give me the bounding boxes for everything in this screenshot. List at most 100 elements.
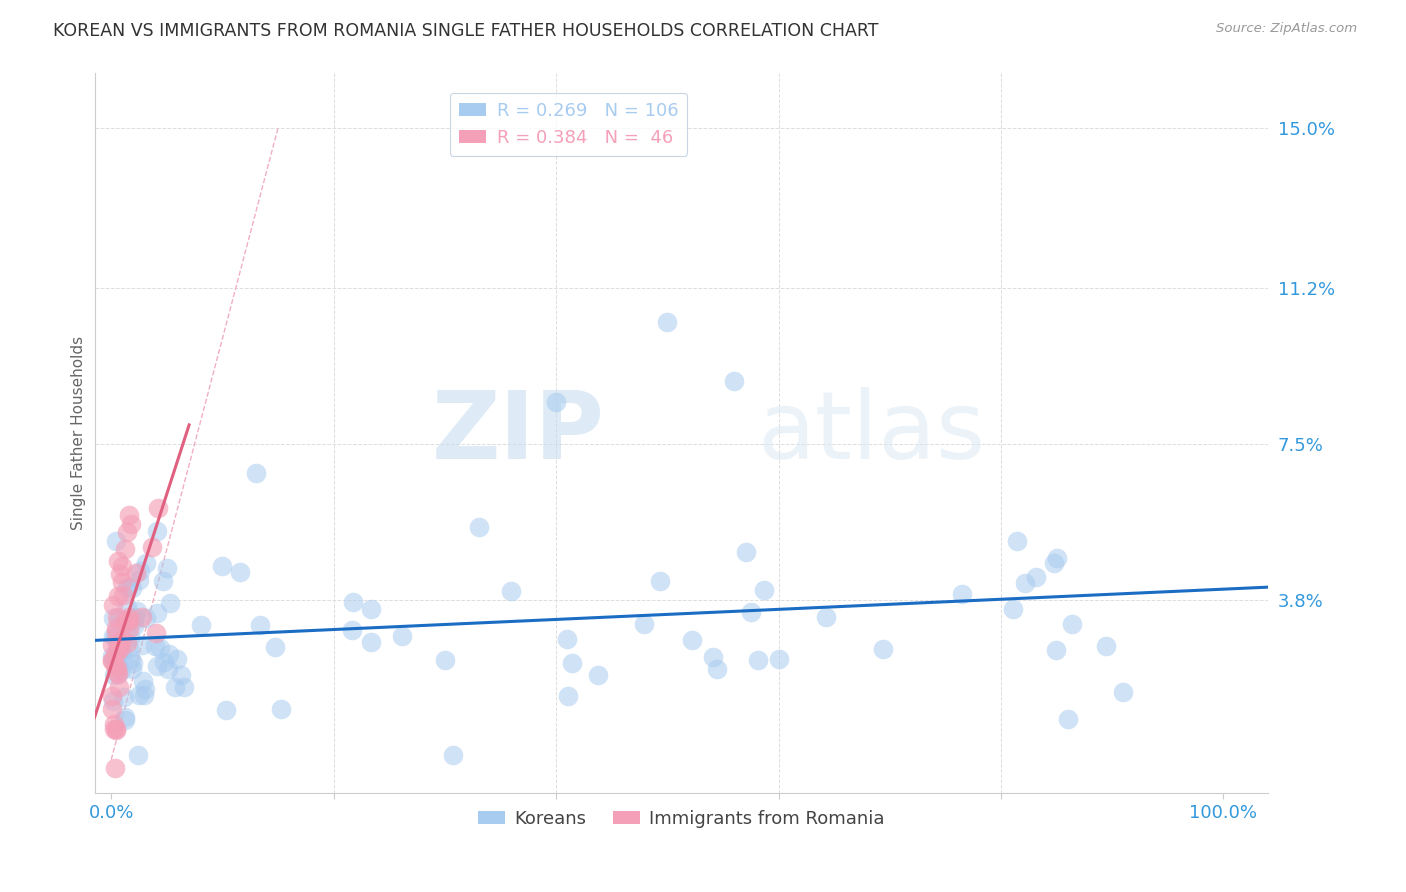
Point [125,566,148,580]
Point [229,566,252,580]
Point [101,598,124,612]
Point [101,629,124,643]
Point [107,667,129,681]
Point [814,610,837,624]
Point [723,374,745,388]
Point [117,599,139,614]
Point [702,650,724,665]
Point [114,613,136,627]
Point [163,681,186,695]
Point [124,609,146,624]
Point [101,694,124,708]
Point [105,621,128,635]
Point [104,648,127,662]
Point [156,662,179,676]
Point [1001,602,1024,616]
Point [1095,639,1118,653]
Point [121,662,143,676]
Point [117,615,139,630]
Point [128,564,150,578]
Point [101,638,124,652]
Point [122,613,145,627]
Point [131,609,153,624]
Point [1043,557,1066,571]
Text: ZIP: ZIP [432,387,605,479]
Point [342,595,364,609]
Point [101,701,124,715]
Point [110,632,132,647]
Point [122,656,145,670]
Point [115,581,138,595]
Point [433,653,456,667]
Point [153,655,176,669]
Point [114,541,136,556]
Point [752,582,775,597]
Point [104,723,127,737]
Point [173,681,195,695]
Point [360,601,382,615]
Point [650,574,672,588]
Point [101,610,124,624]
Point [740,605,762,619]
Point [747,653,769,667]
Point [245,466,267,480]
Point [110,663,132,677]
Point [768,652,790,666]
Point [118,642,141,657]
Point [117,580,139,594]
Y-axis label: Single Father Households: Single Father Households [72,336,86,530]
Point [135,556,157,570]
Point [149,641,172,656]
Point [101,649,124,664]
Point [115,525,138,540]
Point [441,748,464,763]
Point [108,567,131,582]
Point [101,653,124,667]
Point [104,659,127,673]
Point [340,624,363,638]
Point [118,508,141,523]
Point [1007,534,1029,549]
Point [131,639,153,653]
Point [101,654,124,668]
Point [657,314,679,328]
Point [107,590,129,604]
Point [127,604,149,618]
Point [114,709,136,723]
Point [681,632,703,647]
Point [950,587,973,601]
Point [104,723,127,738]
Point [145,606,167,620]
Point [105,660,128,674]
Point [145,625,167,640]
Point [146,524,169,538]
Point [360,635,382,649]
Point [120,516,142,531]
Point [170,667,193,681]
Point [120,630,142,644]
Point [127,748,149,763]
Point [501,584,523,599]
Point [141,540,163,554]
Point [104,625,127,640]
Point [190,618,212,632]
Point [270,702,292,716]
Point [115,636,138,650]
Point [107,610,129,624]
Point [166,651,188,665]
Point [117,614,139,628]
Text: Source: ZipAtlas.com: Source: ZipAtlas.com [1216,22,1357,36]
Point [111,558,134,573]
Point [146,658,169,673]
Point [146,500,169,515]
Legend: Koreans, Immigrants from Romania: Koreans, Immigrants from Romania [471,802,891,835]
Point [157,647,180,661]
Point [263,640,285,654]
Point [108,640,131,655]
Point [586,668,609,682]
Point [111,588,134,602]
Point [159,596,181,610]
Point [111,575,134,590]
Point [103,653,125,667]
Point [1045,643,1067,657]
